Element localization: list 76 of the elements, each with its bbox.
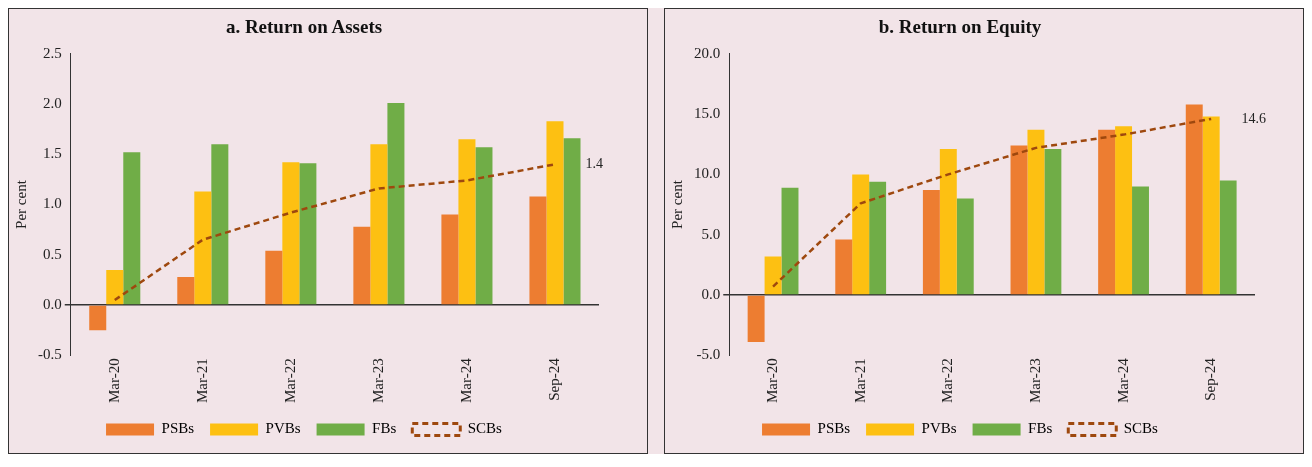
x-tick-label: Mar-21 <box>193 358 210 403</box>
x-tick-label: Mar-23 <box>369 358 386 403</box>
bar <box>1219 180 1237 295</box>
x-tick-label: Mar-23 <box>1026 358 1043 403</box>
chart-title: a. Return on Assets <box>225 16 383 38</box>
bar <box>1027 129 1045 295</box>
x-tick-label: Mar-22 <box>281 358 298 403</box>
bar <box>956 198 974 295</box>
x-tick-label: Sep-24 <box>1202 357 1219 401</box>
y-tick-label: 10.0 <box>694 165 721 182</box>
bar <box>1098 129 1116 295</box>
bar <box>211 144 229 305</box>
bar <box>747 295 765 343</box>
bar <box>106 269 124 305</box>
y-axis-title: Per cent <box>12 179 29 229</box>
bar <box>1010 145 1028 295</box>
bar <box>282 162 300 305</box>
bar <box>764 256 782 295</box>
annotation: 1.4 <box>585 156 603 172</box>
bar <box>1132 186 1149 295</box>
legend-label: FBs <box>1028 420 1053 437</box>
y-tick-label: 1.0 <box>43 195 62 212</box>
y-axis-title: Per cent <box>668 179 685 229</box>
chart-title: b. Return on Equity <box>878 16 1042 38</box>
bar <box>1202 116 1220 295</box>
bar <box>299 163 317 305</box>
bar <box>194 191 212 305</box>
y-tick-label: 15.0 <box>694 105 721 122</box>
x-tick-label: Mar-24 <box>1114 357 1131 403</box>
y-tick-label: 0.0 <box>43 296 62 312</box>
bar <box>563 138 581 305</box>
y-tick-label: 5.0 <box>701 225 721 242</box>
bar <box>353 226 371 305</box>
legend-label: SCBs <box>1123 420 1159 437</box>
y-tick-label: 0.0 <box>701 285 721 302</box>
bar <box>1185 104 1203 295</box>
y-tick-label: -0.5 <box>38 346 62 363</box>
bar <box>177 276 195 305</box>
legend-label: SCBs <box>467 420 503 437</box>
legend-label: FBs <box>372 420 397 437</box>
y-tick-label: 20.0 <box>694 44 721 61</box>
bar <box>89 305 107 331</box>
bar <box>869 181 887 295</box>
x-tick-label: Mar-20 <box>105 358 122 403</box>
x-tick-label: Mar-21 <box>851 358 868 403</box>
bar <box>265 250 283 305</box>
x-tick-label: Mar-24 <box>457 357 474 403</box>
bar <box>458 139 476 305</box>
legend-label: PVBs <box>921 420 957 437</box>
bar <box>1044 149 1062 295</box>
annotation: 14.6 <box>1241 110 1266 126</box>
bar <box>939 149 957 295</box>
y-tick-label: -5.0 <box>696 346 721 363</box>
line-series <box>771 117 1213 288</box>
x-tick-label: Mar-22 <box>939 358 956 403</box>
bar <box>835 239 853 295</box>
y-tick-label: 2.5 <box>43 44 62 61</box>
bar <box>529 196 547 305</box>
x-tick-label: Sep-24 <box>545 357 562 401</box>
legend-label: PSBs <box>817 420 851 437</box>
bar <box>441 214 459 305</box>
legend-label: PSBs <box>161 420 195 437</box>
bar <box>370 144 388 305</box>
bar <box>123 152 141 305</box>
x-tick-label: Mar-20 <box>764 358 780 403</box>
bar <box>852 174 870 295</box>
y-tick-label: 2.0 <box>43 94 62 111</box>
bar <box>922 190 940 295</box>
y-tick-label: 1.5 <box>43 145 62 162</box>
bar <box>546 121 564 305</box>
bar <box>1115 126 1133 295</box>
y-tick-label: 0.5 <box>43 245 62 262</box>
bar <box>475 147 493 305</box>
bar <box>781 187 799 295</box>
legend-label: PVBs <box>265 420 301 437</box>
bar <box>387 103 405 305</box>
